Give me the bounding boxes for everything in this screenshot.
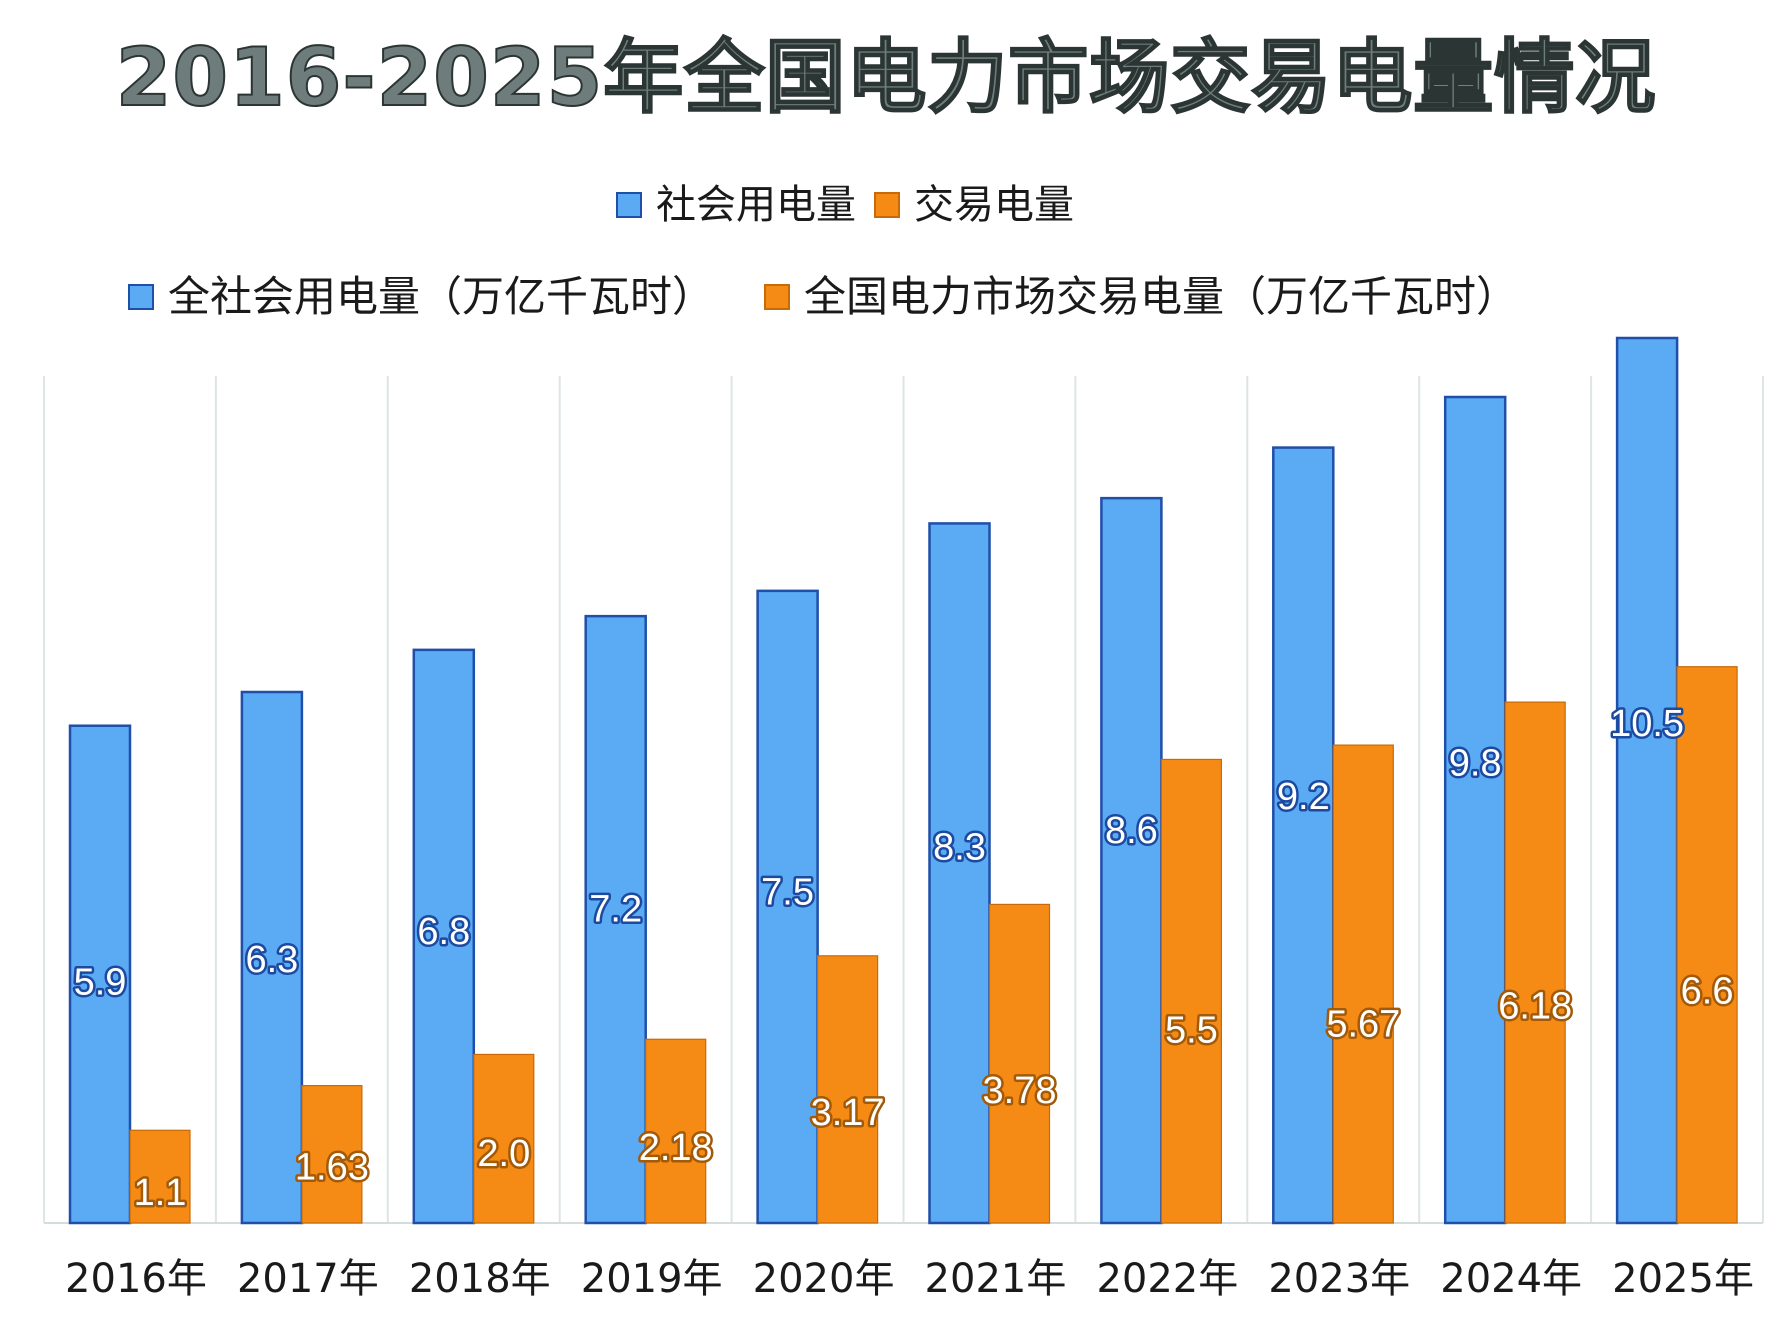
data-label: 5.5 bbox=[1165, 1009, 1218, 1051]
chart-title: 2016-2025年全国电力市场交易电量情况 bbox=[115, 30, 1657, 125]
legend-secondary: 全社会用电量（万亿千瓦时） 全国电力市场交易电量（万亿千瓦时） bbox=[128, 272, 1568, 322]
legend-item-social-consumption: 社会用电量 bbox=[616, 180, 856, 230]
bar-market-trading bbox=[1332, 744, 1394, 1224]
legend-item-trading-volume: 交易电量 bbox=[874, 180, 1074, 230]
legend-label: 全国电力市场交易电量（万亿千瓦时） bbox=[804, 272, 1519, 321]
bar-total-consumption bbox=[584, 614, 647, 1225]
bar-market-trading bbox=[816, 955, 879, 1224]
x-tick-label: 2016年 bbox=[65, 1256, 207, 1302]
bar-total-consumption bbox=[68, 724, 132, 1225]
bar-market-trading bbox=[129, 1129, 191, 1224]
data-label: 1.1 bbox=[134, 1172, 187, 1214]
x-tick-label: 2023年 bbox=[1268, 1256, 1410, 1302]
bar-total-consumption bbox=[240, 690, 304, 1225]
data-label: 6.18 bbox=[1498, 985, 1572, 1027]
data-label: 5.9 bbox=[74, 961, 127, 1003]
legend-swatch-blue bbox=[128, 284, 154, 310]
x-tick-label: 2017年 bbox=[237, 1256, 379, 1302]
bar-market-trading bbox=[645, 1038, 707, 1224]
data-label: 9.8 bbox=[1449, 742, 1502, 784]
bar-total-consumption bbox=[1615, 336, 1679, 1225]
data-label: 6.6 bbox=[1681, 970, 1734, 1012]
bar-total-consumption bbox=[1443, 395, 1507, 1225]
data-label: 8.6 bbox=[1105, 810, 1158, 852]
legend-label: 全社会用电量（万亿千瓦时） bbox=[168, 272, 715, 321]
legend-item-market-trading: 全国电力市场交易电量（万亿千瓦时） bbox=[764, 272, 1518, 322]
data-label: 6.3 bbox=[245, 939, 298, 981]
legend-swatch-orange bbox=[764, 284, 791, 310]
bar-market-trading bbox=[1504, 701, 1566, 1224]
bar-market-trading bbox=[473, 1053, 535, 1224]
data-label: 3.78 bbox=[983, 1070, 1057, 1112]
data-label: 2.18 bbox=[639, 1127, 713, 1169]
data-label: 5.67 bbox=[1326, 1003, 1400, 1045]
x-tick-label: 2022年 bbox=[1096, 1256, 1238, 1302]
data-label: 2.0 bbox=[477, 1133, 530, 1175]
data-label: 7.5 bbox=[761, 872, 814, 914]
x-tick-label: 2025年 bbox=[1612, 1256, 1754, 1302]
legend-swatch-blue bbox=[616, 192, 642, 218]
x-tick-label: 2020年 bbox=[753, 1256, 895, 1302]
legend-label: 交易电量 bbox=[914, 182, 1074, 228]
legend-swatch-orange bbox=[874, 192, 900, 218]
data-label: 1.63 bbox=[295, 1146, 369, 1188]
data-label: 3.17 bbox=[811, 1092, 885, 1134]
bar-market-trading bbox=[1160, 758, 1223, 1224]
bar-total-consumption bbox=[928, 522, 991, 1225]
data-label: 9.2 bbox=[1277, 776, 1330, 818]
bar-total-consumption bbox=[412, 648, 476, 1225]
bar-market-trading bbox=[1676, 666, 1738, 1224]
bar-market-trading bbox=[301, 1085, 363, 1224]
data-label: 7.2 bbox=[589, 888, 642, 930]
x-tick-label: 2019年 bbox=[581, 1256, 723, 1302]
bar-total-consumption bbox=[1272, 446, 1335, 1225]
bar-total-consumption bbox=[1100, 496, 1163, 1225]
x-tick-label: 2021年 bbox=[925, 1256, 1067, 1302]
data-label: 6.8 bbox=[417, 911, 470, 953]
data-label: 10.5 bbox=[1610, 703, 1684, 745]
bar-total-consumption bbox=[756, 589, 819, 1225]
data-label: 8.3 bbox=[933, 827, 986, 869]
x-tick-label: 2018年 bbox=[409, 1256, 551, 1302]
legend-label: 社会用电量 bbox=[656, 182, 856, 228]
bar-market-trading bbox=[988, 903, 1051, 1224]
legend-item-total-consumption: 全社会用电量（万亿千瓦时） bbox=[128, 272, 714, 322]
x-tick-label: 2024年 bbox=[1440, 1256, 1582, 1302]
legend-primary: 社会用电量 交易电量 bbox=[616, 180, 1092, 230]
